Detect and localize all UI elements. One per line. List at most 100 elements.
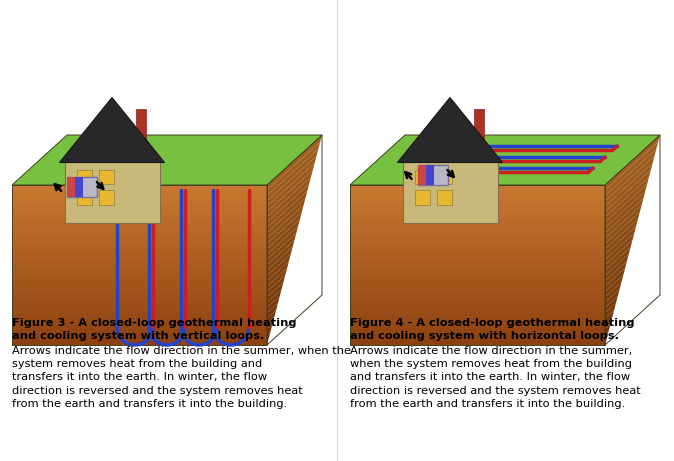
Polygon shape (12, 334, 267, 340)
Polygon shape (605, 212, 640, 249)
Polygon shape (350, 190, 605, 195)
Polygon shape (350, 340, 605, 345)
Polygon shape (350, 313, 605, 319)
Polygon shape (605, 191, 645, 233)
Polygon shape (605, 282, 621, 302)
Polygon shape (605, 135, 660, 190)
Polygon shape (605, 310, 614, 324)
Polygon shape (12, 222, 267, 228)
Polygon shape (267, 170, 313, 217)
Polygon shape (12, 135, 322, 185)
Polygon shape (350, 222, 605, 228)
Polygon shape (350, 297, 605, 302)
Polygon shape (267, 268, 287, 292)
Polygon shape (12, 340, 267, 345)
Polygon shape (12, 217, 267, 222)
Polygon shape (605, 338, 607, 345)
Polygon shape (350, 260, 605, 265)
Polygon shape (267, 310, 276, 324)
Polygon shape (135, 110, 146, 158)
Polygon shape (350, 244, 605, 249)
Polygon shape (605, 289, 619, 307)
Polygon shape (350, 334, 605, 340)
Polygon shape (267, 240, 295, 270)
Polygon shape (12, 270, 267, 276)
Polygon shape (605, 275, 623, 297)
Polygon shape (350, 276, 605, 281)
Polygon shape (267, 205, 304, 244)
Polygon shape (67, 177, 97, 197)
Polygon shape (12, 238, 267, 244)
Polygon shape (267, 233, 297, 265)
Polygon shape (350, 185, 605, 190)
Polygon shape (12, 212, 267, 217)
Polygon shape (417, 165, 425, 185)
Polygon shape (605, 163, 652, 212)
Polygon shape (267, 331, 271, 340)
Polygon shape (605, 324, 611, 334)
Polygon shape (267, 184, 309, 228)
Polygon shape (12, 307, 267, 313)
Polygon shape (402, 162, 497, 223)
Polygon shape (267, 163, 315, 212)
Polygon shape (75, 177, 83, 197)
Polygon shape (267, 212, 302, 249)
Polygon shape (267, 261, 289, 286)
Polygon shape (12, 292, 267, 297)
Polygon shape (12, 319, 267, 324)
Polygon shape (605, 261, 627, 286)
Polygon shape (12, 254, 267, 260)
Polygon shape (12, 207, 267, 212)
Polygon shape (350, 217, 605, 222)
Polygon shape (350, 302, 605, 307)
Polygon shape (350, 195, 605, 201)
Polygon shape (605, 142, 658, 195)
Polygon shape (12, 233, 267, 238)
Polygon shape (474, 110, 484, 158)
Polygon shape (77, 171, 92, 184)
Polygon shape (267, 282, 284, 302)
Polygon shape (267, 177, 311, 222)
Polygon shape (437, 190, 452, 205)
Polygon shape (12, 195, 267, 201)
Text: Arrows indicate the flow direction in the summer, when the
system removes heat f: Arrows indicate the flow direction in th… (12, 346, 351, 409)
Polygon shape (12, 286, 267, 292)
Polygon shape (267, 156, 317, 207)
Polygon shape (267, 219, 300, 254)
Polygon shape (12, 302, 267, 307)
Polygon shape (59, 97, 164, 162)
Polygon shape (425, 165, 433, 185)
Polygon shape (12, 281, 267, 286)
Polygon shape (12, 313, 267, 319)
Polygon shape (98, 171, 113, 184)
Polygon shape (267, 324, 272, 334)
Polygon shape (267, 303, 278, 319)
Polygon shape (350, 254, 605, 260)
Polygon shape (350, 265, 605, 270)
Polygon shape (605, 198, 644, 238)
Polygon shape (605, 331, 609, 340)
Text: Arrows indicate the flow direction in the summer,
when the system removes heat f: Arrows indicate the flow direction in th… (350, 346, 641, 409)
Polygon shape (65, 162, 160, 223)
Polygon shape (605, 170, 651, 217)
Polygon shape (350, 135, 660, 185)
Polygon shape (12, 297, 267, 302)
Polygon shape (267, 296, 280, 313)
Polygon shape (605, 317, 613, 329)
Polygon shape (415, 171, 429, 184)
Polygon shape (350, 324, 605, 329)
Polygon shape (267, 149, 318, 201)
Polygon shape (267, 198, 305, 238)
Polygon shape (350, 281, 605, 286)
Polygon shape (605, 156, 654, 207)
Polygon shape (350, 233, 605, 238)
Polygon shape (605, 226, 636, 260)
Polygon shape (267, 191, 307, 233)
Polygon shape (350, 201, 605, 207)
Polygon shape (98, 190, 113, 205)
Polygon shape (437, 171, 452, 184)
Polygon shape (398, 97, 503, 162)
Polygon shape (12, 190, 267, 195)
Polygon shape (415, 190, 429, 205)
Polygon shape (12, 249, 267, 254)
